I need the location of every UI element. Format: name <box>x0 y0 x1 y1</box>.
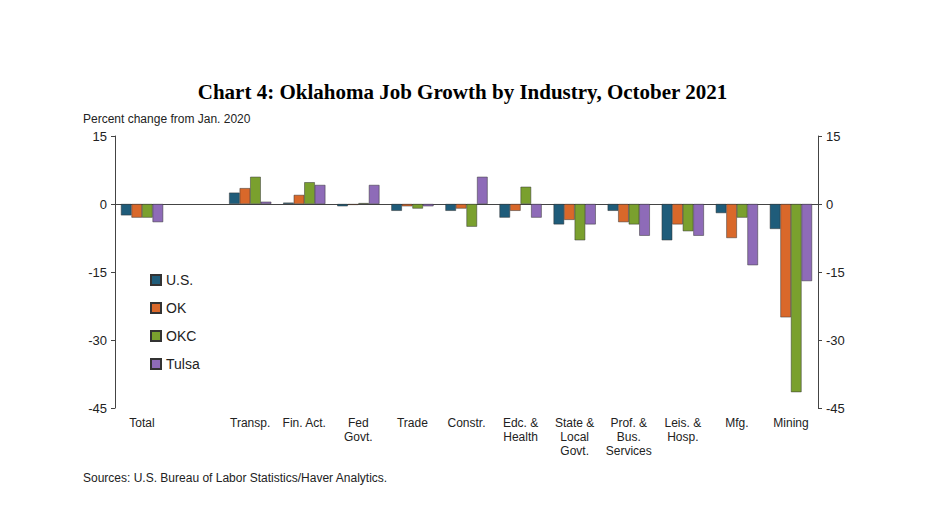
svg-text:Percent change from Jan. 2020: Percent change from Jan. 2020 <box>83 112 251 126</box>
svg-text:Govt.: Govt. <box>344 430 373 444</box>
svg-text:0: 0 <box>100 197 107 212</box>
svg-text:Local: Local <box>560 430 589 444</box>
svg-text:Trade: Trade <box>397 416 428 430</box>
svg-text:Mining: Mining <box>773 416 808 430</box>
svg-text:Hosp.: Hosp. <box>667 430 698 444</box>
svg-text:Constr.: Constr. <box>447 416 485 430</box>
svg-text:Services: Services <box>606 444 652 458</box>
svg-text:-30: -30 <box>826 333 845 348</box>
svg-text:Mfg.: Mfg. <box>725 416 748 430</box>
svg-text:Transp.: Transp. <box>230 416 270 430</box>
svg-text:U.S.: U.S. <box>166 272 193 288</box>
svg-text:Health: Health <box>503 430 538 444</box>
svg-text:-15: -15 <box>826 265 845 280</box>
svg-text:Tulsa: Tulsa <box>166 356 200 372</box>
svg-text:Govt.: Govt. <box>560 444 589 458</box>
svg-text:OKC: OKC <box>166 328 196 344</box>
svg-text:-45: -45 <box>826 401 845 416</box>
svg-text:0: 0 <box>826 197 833 212</box>
svg-text:-30: -30 <box>88 333 107 348</box>
svg-text:Chart 4: Oklahoma Job Growth b: Chart 4: Oklahoma Job Growth by Industry… <box>198 80 728 104</box>
svg-text:Prof. &: Prof. & <box>610 416 647 430</box>
svg-text:Fin. Act.: Fin. Act. <box>283 416 326 430</box>
svg-text:15: 15 <box>93 129 107 144</box>
svg-text:-15: -15 <box>88 265 107 280</box>
svg-text:15: 15 <box>826 129 840 144</box>
svg-text:Total: Total <box>129 416 154 430</box>
svg-text:Sources: U.S. Bureau of Labor: Sources: U.S. Bureau of Labor Statistics… <box>83 471 387 485</box>
svg-text:Leis. &: Leis. & <box>664 416 701 430</box>
svg-text:Bus.: Bus. <box>617 430 641 444</box>
svg-text:Edc. &: Edc. & <box>503 416 538 430</box>
svg-text:OK: OK <box>166 300 187 316</box>
svg-text:Fed: Fed <box>348 416 369 430</box>
svg-text:State &: State & <box>555 416 594 430</box>
svg-text:-45: -45 <box>88 401 107 416</box>
